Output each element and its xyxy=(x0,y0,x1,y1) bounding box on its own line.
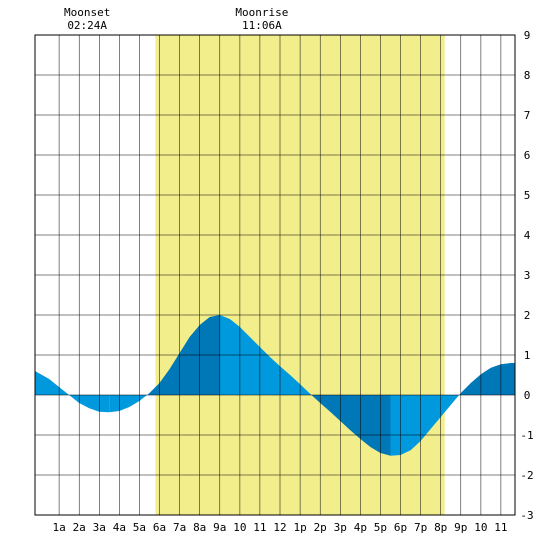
y-tick-label: 9 xyxy=(524,29,531,42)
x-tick-label: 7p xyxy=(414,521,427,534)
x-tick-label: 3a xyxy=(93,521,106,534)
x-tick-label: 3p xyxy=(334,521,347,534)
y-tick-label: 5 xyxy=(524,189,531,202)
moon-event-time: 02:24A xyxy=(67,19,107,32)
x-tick-label: 6a xyxy=(153,521,166,534)
x-tick-label: 8p xyxy=(434,521,447,534)
y-tick-label: 2 xyxy=(524,309,531,322)
y-tick-label: -1 xyxy=(520,429,533,442)
moon-event-label: Moonrise xyxy=(235,6,288,19)
x-tick-labels: 1a 2a 3a 4a 5a 6a 7a 8a 9a 10 11 12 1p 2p 3p 4p 5p 6p 7p 8p… xyxy=(52,521,507,534)
x-tick-label: 11 xyxy=(494,521,507,534)
x-tick-label: 5a xyxy=(133,521,146,534)
x-tick-label: 2a xyxy=(73,521,86,534)
x-tick-label: 7a xyxy=(173,521,186,534)
x-tick-label: 5p xyxy=(374,521,387,534)
tide-area-segment xyxy=(390,393,461,456)
y-tick-label: 7 xyxy=(524,109,531,122)
x-tick-label: 6p xyxy=(394,521,407,534)
x-tick-label: 4a xyxy=(113,521,126,534)
y-tick-label: 6 xyxy=(524,149,531,162)
y-tick-label: -2 xyxy=(520,469,533,482)
y-tick-label: 3 xyxy=(524,269,531,282)
tide-area-segment xyxy=(35,371,70,395)
x-tick-label: 2p xyxy=(314,521,327,534)
x-tick-label: 9a xyxy=(213,521,226,534)
tide-area-segment xyxy=(310,393,391,456)
y-tick-labels: -3 -2 -1 0 1 2 3 4 5 6 7 8 9 xyxy=(520,29,533,522)
grid-layer xyxy=(35,34,515,516)
moon-event-time: 11:06A xyxy=(242,19,282,32)
x-tick-label: 10 xyxy=(233,521,246,534)
tide-area-segment xyxy=(460,363,515,395)
x-tick-label: 12 xyxy=(273,521,286,534)
x-tick-label: 4p xyxy=(354,521,367,534)
x-tick-label: 10 xyxy=(474,521,487,534)
y-tick-label: -3 xyxy=(520,509,533,522)
x-tick-label: 9p xyxy=(454,521,467,534)
moon-event-label: Moonset xyxy=(64,6,110,19)
x-tick-label: 8a xyxy=(193,521,206,534)
x-tick-label: 1p xyxy=(293,521,306,534)
y-tick-label: 0 xyxy=(524,389,531,402)
y-tick-label: 4 xyxy=(524,229,531,242)
x-tick-label: 1a xyxy=(52,521,65,534)
y-tick-label: 8 xyxy=(524,69,531,82)
plot-frame xyxy=(34,34,516,516)
x-tick-label: 11 xyxy=(253,521,266,534)
y-tick-label: 1 xyxy=(524,349,531,362)
